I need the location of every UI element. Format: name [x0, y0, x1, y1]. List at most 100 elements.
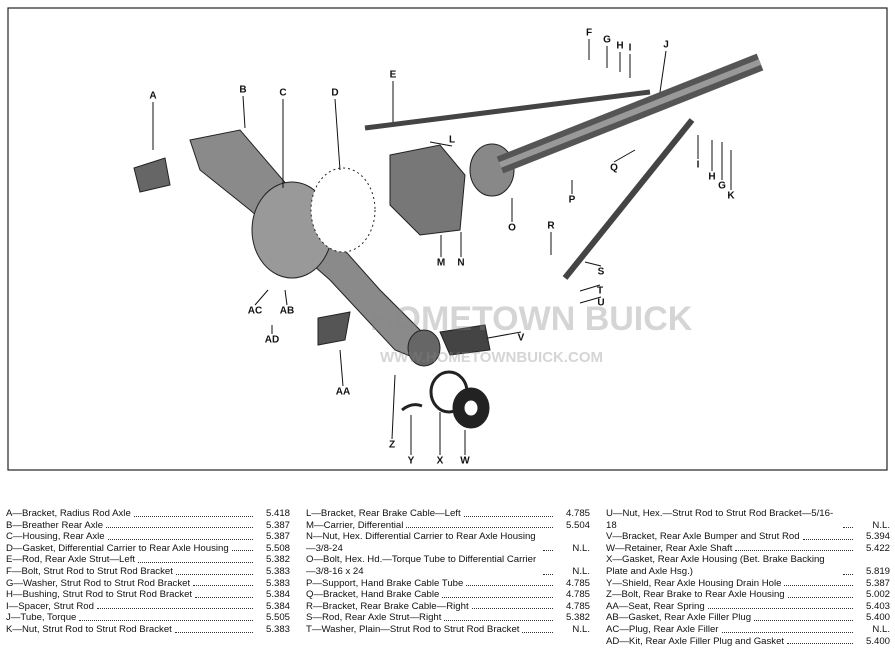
callout-label: T	[597, 286, 603, 297]
part-name: AB—Gasket, Rear Axle Filler Plug	[606, 612, 752, 624]
legend-entry: Y—Shield, Rear Axle Housing Drain Hole 5.…	[606, 578, 890, 590]
dot-leader	[79, 619, 253, 621]
callout-label: U	[597, 298, 604, 309]
part-name: J—Tube, Torque	[6, 612, 77, 624]
part-ref: 5.400	[865, 612, 890, 624]
part-name: F—Bolt, Strut Rod to Strut Rod Bracket	[6, 565, 173, 577]
dot-leader	[843, 527, 853, 529]
dot-leader	[735, 550, 853, 552]
legend-entry: V—Bracket, Rear Axle Bumper and Strut Ro…	[606, 531, 890, 543]
callout-label: J	[663, 40, 669, 51]
callout-label: AC	[248, 306, 262, 317]
legend-entry: E—Rod, Rear Axle Strut—Left 5.382	[6, 554, 290, 566]
part-name: I—Spacer, Strut Rod	[6, 600, 94, 612]
callout-label: AA	[336, 387, 350, 398]
callout-label: G	[603, 35, 611, 46]
callout-label: X	[437, 456, 444, 467]
legend-entry: M—Carrier, Differential 5.504	[306, 520, 590, 532]
part-ref: N.L.	[572, 542, 590, 554]
dot-leader	[787, 643, 853, 645]
part-ref: 5.383	[265, 623, 290, 635]
part-ref: 5.384	[265, 589, 290, 601]
callout-label: F	[586, 28, 592, 39]
legend-entry: F—Bolt, Strut Rod to Strut Rod Bracket 5.…	[6, 566, 290, 578]
dot-leader	[787, 596, 853, 598]
legend-entry: K—Nut, Strut Rod to Strut Rod Bracket 5.3…	[6, 624, 290, 636]
callout-label: E	[390, 70, 397, 81]
dot-leader	[471, 608, 553, 610]
legend-entry: A—Bracket, Radius Rod Axle 5.418	[6, 508, 290, 520]
dot-leader	[195, 596, 253, 598]
part-name: H—Bushing, Strut Rod to Strut Rod Bracke…	[6, 589, 193, 601]
part-name: G—Washer, Strut Rod to Strut Rod Bracket	[6, 577, 191, 589]
part-name: U—Nut, Hex.—Strut Rod to Strut Rod Brack…	[606, 508, 834, 531]
part-ref: 5.382	[265, 554, 290, 566]
legend-entry: N—Nut, Hex. Differential Carrier to Rear…	[306, 531, 590, 554]
legend-entry: AB—Gasket, Rear Axle Filler Plug 5.400	[606, 612, 890, 624]
callout-label: A	[149, 91, 156, 102]
callout-label: H	[708, 172, 715, 183]
part-name: E—Rod, Rear Axle Strut—Left	[6, 554, 136, 566]
dot-leader	[175, 573, 253, 575]
legend-entry: AD—Kit, Rear Axle Filler Plug and Gasket…	[606, 636, 890, 648]
part-ref: 4.785	[565, 577, 590, 589]
part-ref: 4.785	[565, 589, 590, 601]
callout-label: R	[547, 221, 555, 232]
dot-leader	[193, 585, 253, 587]
part-name: P—Support, Hand Brake Cable Tube	[306, 577, 464, 589]
part-name: AC—Plug, Rear Axle Filler	[606, 623, 719, 635]
dot-leader	[543, 550, 553, 552]
part-ref: 5.383	[265, 577, 290, 589]
part-name: L—Bracket, Rear Brake Cable—Left	[306, 508, 461, 519]
dot-leader	[802, 538, 853, 540]
part-ref: 4.785	[565, 508, 590, 519]
dot-leader	[444, 619, 553, 621]
callout-label: I	[697, 160, 700, 171]
legend-entry: L—Bracket, Rear Brake Cable—Left 4.785	[306, 508, 590, 520]
illustration	[133, 53, 764, 429]
callout-label: M	[437, 258, 445, 269]
part-name: B—Breather Rear Axle	[6, 519, 104, 531]
callout-label: S	[598, 267, 605, 278]
watermark-title: HOMETOWN BUICK	[370, 300, 693, 338]
part-name: S—Rod, Rear Axle Strut—Right	[306, 612, 442, 624]
leader-line	[284, 289, 288, 306]
legend-entry: J—Tube, Torque 5.505	[6, 612, 290, 624]
part-ref: 5.418	[265, 508, 290, 519]
part-ref: N.L.	[572, 623, 590, 635]
dot-leader	[721, 631, 853, 633]
dot-leader	[466, 585, 553, 587]
part-name: Y—Shield, Rear Axle Housing Drain Hole	[606, 577, 782, 589]
legend-entry: Z—Bolt, Rear Brake to Rear Axle Housing 5…	[606, 589, 890, 601]
callout-label: G	[718, 181, 726, 192]
callout-label: P	[569, 195, 576, 206]
dot-leader	[406, 527, 553, 529]
callout-label: K	[727, 191, 735, 202]
part-name: X—Gasket, Rear Axle Housing (Bet. Brake …	[606, 554, 825, 577]
part-name: D—Gasket, Differential Carrier to Rear A…	[6, 542, 229, 554]
part-ref: 5.505	[265, 612, 290, 624]
legend-entry: C—Housing, Rear Axle 5.387	[6, 531, 290, 543]
leader-line	[242, 95, 246, 129]
dot-leader	[463, 515, 553, 517]
dot-leader	[522, 631, 553, 633]
dot-leader	[106, 527, 253, 529]
dot-leader	[543, 573, 553, 575]
callout-label: Q	[610, 163, 618, 174]
dot-leader	[707, 608, 853, 610]
part-name: A—Bracket, Radius Rod Axle	[6, 508, 131, 519]
dot-leader	[96, 608, 253, 610]
legend-entry: U—Nut, Hex.—Strut Rod to Strut Rod Brack…	[606, 508, 890, 531]
leader-line	[429, 141, 453, 147]
leader-line	[579, 296, 602, 304]
part-ref: 5.387	[865, 577, 890, 589]
legend-entry: I—Spacer, Strut Rod 5.384	[6, 601, 290, 613]
part-name: W—Retainer, Rear Axle Shaft	[606, 542, 733, 554]
legend-entry: AA—Seat, Rear Spring 5.403	[606, 601, 890, 613]
legend-entry: Q—Bracket, Hand Brake Cable 4.785	[306, 589, 590, 601]
dot-leader	[754, 619, 853, 621]
dot-leader	[174, 631, 253, 633]
part-name: AD—Kit, Rear Axle Filler Plug and Gasket	[606, 635, 785, 647]
legend-column: L—Bracket, Rear Brake Cable—Left 4.785 M—C…	[306, 508, 590, 647]
